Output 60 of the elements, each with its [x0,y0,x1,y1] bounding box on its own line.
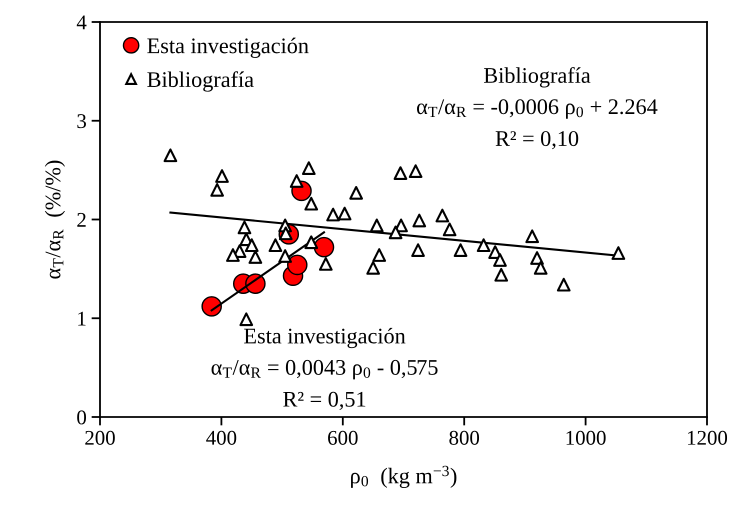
annotation: α$_{T}$/α$_{R}$ = 0,0043 ρ$_{0}$ - 0,575 [212,360,438,380]
point [226,248,240,262]
x-tick-label: 200 [85,430,115,445]
point [326,208,340,222]
point [476,238,490,252]
point [388,225,402,240]
point [210,183,224,197]
point [302,161,316,176]
point [244,238,259,252]
point [278,249,292,263]
point [612,246,626,260]
y-axis-title: α$_{T}$/α$_{R}$ (%/%) [44,160,65,279]
point [318,257,333,271]
point [304,196,318,211]
point [164,148,178,162]
point [314,236,334,258]
point [442,222,456,236]
point [239,312,254,326]
point [248,250,262,264]
point [408,164,422,178]
point [372,248,386,262]
point [238,220,252,234]
point [412,214,426,228]
point [370,218,384,232]
y-tick-label: 2 [77,212,86,227]
point [349,186,364,200]
point [493,253,507,267]
annotation: R² = 0,10 [496,131,578,150]
annotation: α$_{T}$/α$_{R}$ = -0,0006 ρ$_{0}$ + 2.264 [417,99,658,119]
point [215,169,229,183]
annotation: R² = 0,51 [283,392,366,410]
annotation: Esta investigación [244,328,406,348]
point [268,238,282,252]
x-tick-label: 1200 [688,430,728,445]
point [525,229,540,244]
annotation: Bibliografía [484,67,590,88]
point [338,206,352,220]
y-tick-label: 0 [77,410,86,424]
x-tick-label: 1000 [566,430,606,445]
point [454,243,468,257]
point [411,243,425,257]
y-tick-label: 4 [76,16,86,30]
y-tick-label: 1 [78,312,86,326]
point [556,278,571,292]
point [304,235,318,250]
y-tick-label: 3 [77,114,86,128]
legend-label: Esta investigación [147,38,309,58]
x-axis-title: ρ$_{0}$ (kg m$^{−3}$) [351,466,456,488]
x-tick-label: 600 [328,430,358,445]
legend-label: Bibliografía [147,71,254,92]
point [435,208,450,222]
point [366,261,380,275]
point [394,166,408,180]
point [287,254,308,276]
point [494,268,508,282]
x-tick-label: 400 [206,430,236,445]
point [201,296,222,317]
x-tick-label: 800 [449,430,480,445]
point [534,261,548,275]
point [290,174,304,188]
